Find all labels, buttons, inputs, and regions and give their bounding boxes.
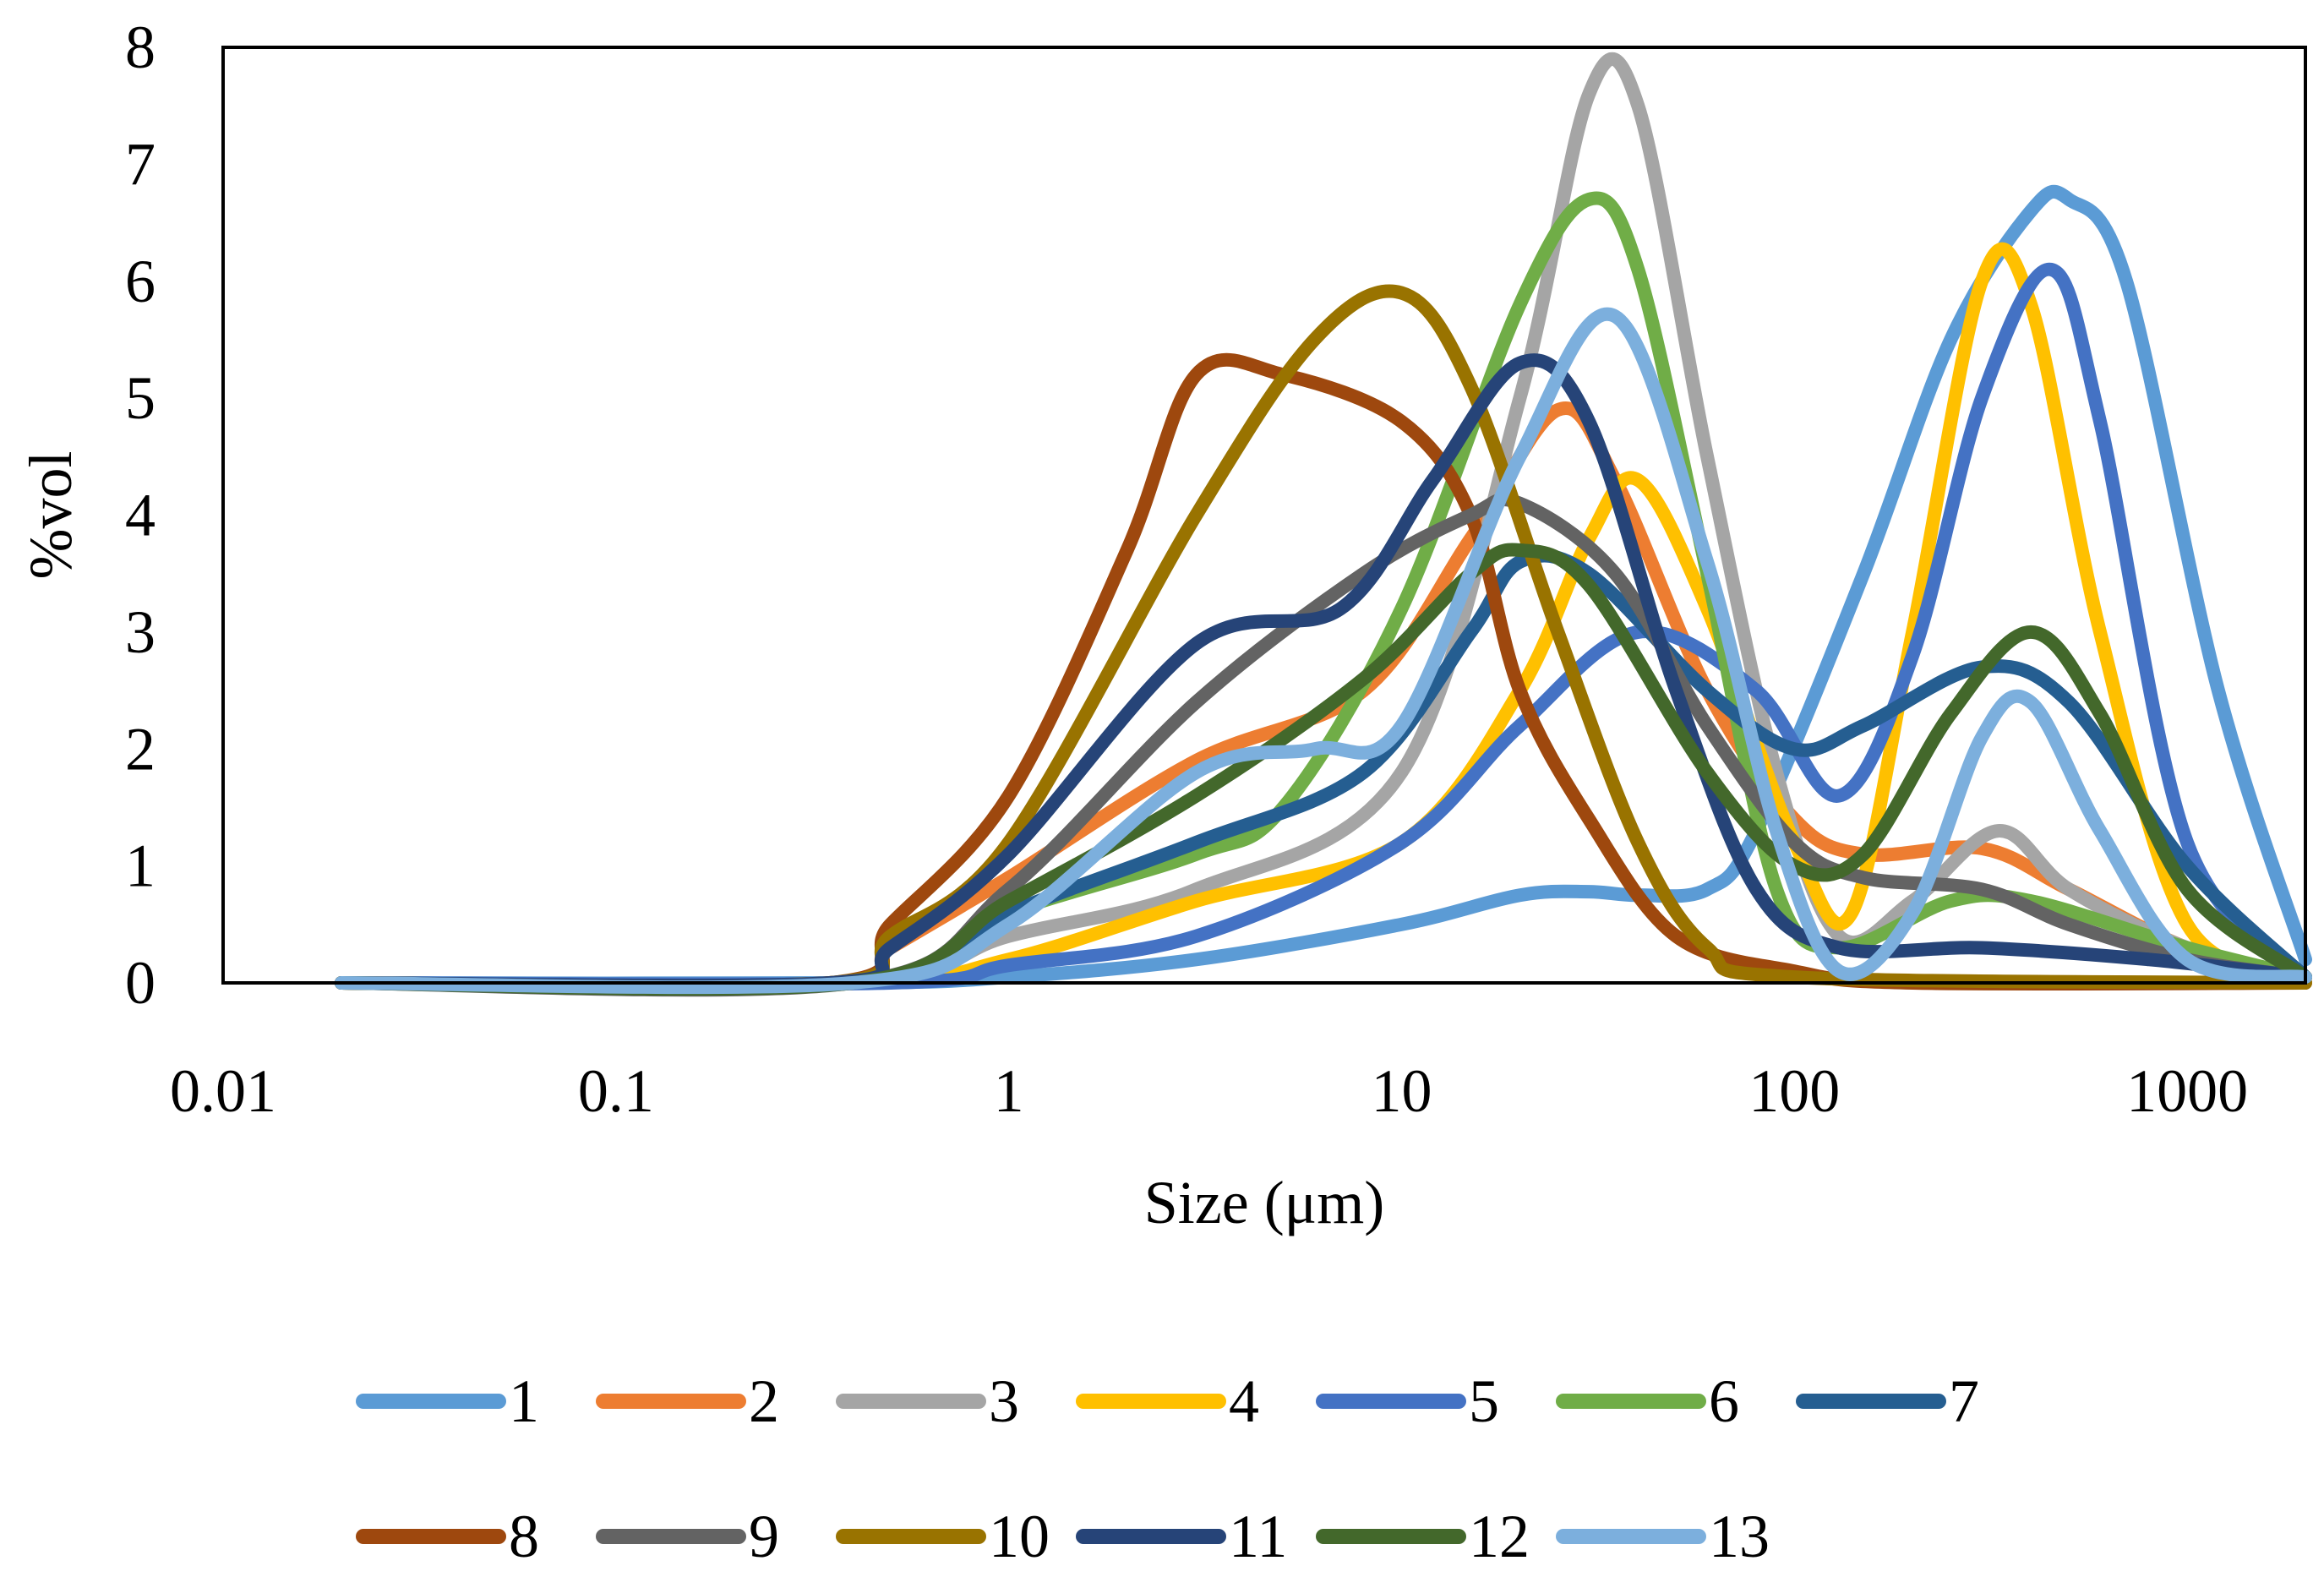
series-line-13 [334, 307, 2312, 995]
y-tick-label: 7 [125, 130, 155, 198]
y-tick-label: 1 [125, 832, 155, 900]
legend-label-8: 8 [509, 1503, 539, 1570]
plot-area-frame [221, 46, 2307, 985]
y-tick-label: 5 [125, 364, 155, 432]
legend-label-2: 2 [749, 1367, 779, 1435]
legend-label-13: 13 [1709, 1503, 1770, 1570]
x-tick-label: 0.01 [170, 1057, 276, 1125]
legend-label-3: 3 [989, 1367, 1019, 1435]
legend-label-4: 4 [1229, 1367, 1259, 1435]
y-tick-label: 3 [125, 598, 155, 666]
x-tick-label: 0.1 [578, 1057, 654, 1125]
x-axis-label: Size (μm) [1144, 1169, 1385, 1236]
y-tick-label: 6 [125, 248, 155, 315]
legend-label-5: 5 [1469, 1367, 1499, 1435]
y-tick-label: 8 [125, 14, 155, 81]
legend-label-7: 7 [1949, 1367, 1979, 1435]
y-axis-label: %vol [17, 451, 85, 580]
legend-label-6: 6 [1709, 1367, 1739, 1435]
series-line-12 [334, 543, 2312, 996]
x-tick-label: 1 [994, 1057, 1024, 1125]
legend-label-10: 10 [989, 1503, 1050, 1570]
series-line-11 [334, 353, 2312, 993]
x-tick-label: 100 [1748, 1057, 1840, 1125]
series-line-5 [334, 262, 2312, 991]
series-line-3 [334, 52, 2312, 994]
y-tick-label: 0 [125, 949, 155, 1017]
legend-label-12: 12 [1469, 1503, 1530, 1570]
legend-label-9: 9 [749, 1503, 779, 1570]
y-tick-label: 4 [125, 482, 155, 549]
legend: 1 2 3 4 5 6 78 9 10 11 12 13 [356, 1367, 1979, 1570]
series-line-1 [334, 184, 2312, 990]
legend-label-1: 1 [509, 1367, 539, 1435]
series-layer [334, 52, 2312, 997]
axis-layer: 0 1 2 3 4 5 6 7 8 0.01 0.1 1 10 100 1000 [125, 14, 2248, 1125]
x-tick-label: 10 [1371, 1057, 1432, 1125]
x-tick-label: 1000 [2126, 1057, 2248, 1125]
y-tick-label: 2 [125, 715, 155, 783]
legend-label-11: 11 [1229, 1503, 1287, 1570]
